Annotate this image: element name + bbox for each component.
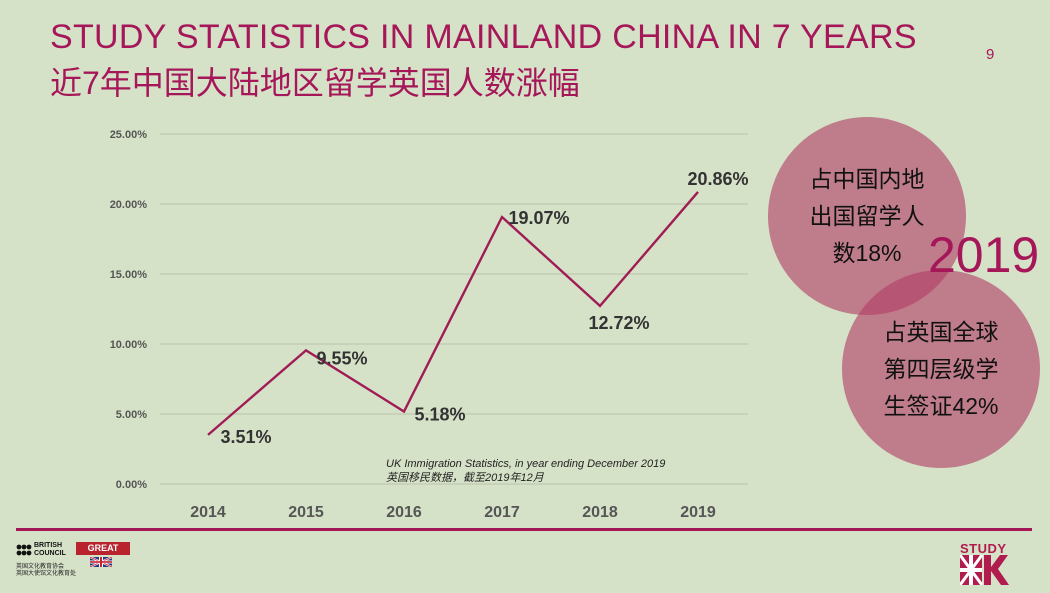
y-tick-label: 0.00%: [116, 479, 147, 491]
data-label: 5.18%: [414, 404, 465, 424]
page-number: 9: [986, 46, 995, 63]
data-label: 9.55%: [316, 348, 367, 368]
chart-grid: [160, 133, 748, 485]
bubble2-line: 占英国全球: [883, 318, 999, 345]
data-label: 20.86%: [687, 169, 748, 189]
source-note: UK Immigration Statistics, in year endin…: [386, 457, 665, 485]
bc-name-line: BRITISH: [34, 542, 62, 549]
british-council-dots-icon: [16, 544, 32, 556]
footer-divider: [16, 528, 1032, 531]
x-tick-label: 2017: [484, 504, 520, 521]
y-axis-ticks: 0.00% 5.00% 10.00% 15.00% 20.00% 25.00%: [110, 129, 148, 491]
study-uk-logo: STUDY: [958, 541, 1018, 587]
x-axis-ticks: 2014 2015 2016 2017 2018 2019: [190, 504, 716, 521]
y-tick-label: 5.00%: [116, 409, 147, 421]
x-tick-label: 2016: [386, 504, 422, 521]
series-line: [207, 191, 699, 436]
union-flag-icon: [90, 557, 112, 567]
chart-series: [207, 191, 699, 436]
data-label: 3.51%: [220, 427, 271, 447]
y-tick-label: 20.00%: [110, 199, 148, 211]
bubble1-line: 出国留学人: [809, 202, 925, 229]
bubble1-line: 数18%: [832, 239, 902, 266]
x-tick-label: 2019: [680, 504, 716, 521]
source-note-en: UK Immigration Statistics, in year endin…: [386, 458, 666, 470]
data-label: 12.72%: [588, 313, 649, 333]
british-council-wordmark: BRITISH COUNCIL: [34, 542, 66, 558]
bubble2-line: 生签证42%: [883, 392, 999, 419]
page-title-en: STUDY STATISTICS IN MAINLAND CHINA IN 7 …: [50, 18, 917, 56]
y-tick-label: 15.00%: [110, 269, 148, 281]
callout-bubble-visa-share: 占英国全球 第四层级学 生签证42%: [842, 270, 1040, 468]
bc-cn-line: 英国大使馆文化教育处: [16, 571, 77, 577]
x-tick-label: 2014: [190, 504, 226, 521]
x-tick-label: 2018: [582, 504, 618, 521]
x-tick-label: 2015: [288, 504, 324, 521]
y-tick-label: 10.00%: [110, 339, 148, 351]
page-title-cn: 近7年中国大陆地区留学英国人数涨幅: [50, 65, 580, 101]
uk-flag-letters-icon: [960, 555, 1009, 585]
callout-year: 2019: [928, 227, 1040, 283]
chart-data-labels: 3.51% 9.55% 5.18% 19.07% 12.72% 20.86%: [220, 169, 748, 447]
y-tick-label: 25.00%: [110, 129, 148, 141]
study-uk-wordmark: STUDY: [960, 541, 1007, 556]
bubble1-line: 占中国内地: [809, 165, 925, 192]
data-label: 19.07%: [508, 208, 569, 228]
great-badge: GREAT: [76, 542, 130, 555]
bc-cn-line: 英国文化教育协会: [16, 564, 65, 570]
source-note-cn: 英国移民数据，截至2019年12月: [386, 472, 544, 484]
bc-name-line: COUNCIL: [34, 550, 66, 557]
bubble2-line: 第四层级学: [883, 355, 999, 382]
british-council-cn-names: 英国文化教育协会 英国大使馆文化教育处: [16, 564, 76, 578]
